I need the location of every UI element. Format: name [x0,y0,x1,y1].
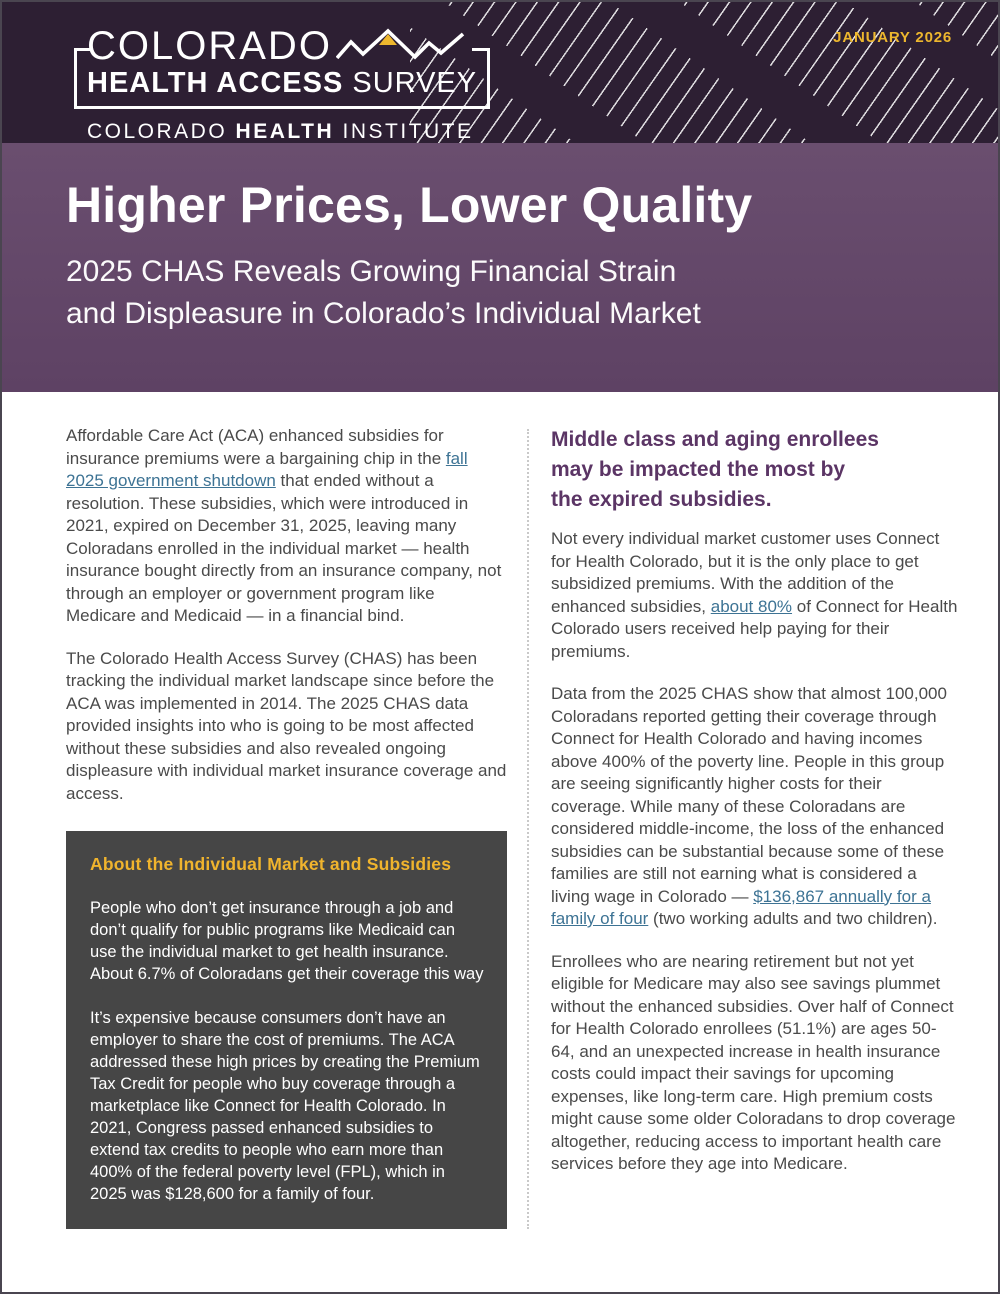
callout-paragraph: People who don’t get insurance through a… [90,899,484,983]
org-bold: HEALTH [235,120,335,143]
logo-frame: COLORADO HEALTH ACCESS SURVEY [74,26,491,110]
text-segment: that ended without a resolution. These s… [66,471,502,625]
colorado-health-institute-wordmark: COLORADO HEALTH INSTITUTE [74,120,490,143]
text-segment: Enrollees who are nearing retirement but… [551,951,956,1174]
section-heading: Middle class and aging enrollees may be i… [551,425,958,515]
paragraph: Enrollees who are nearing retirement but… [551,951,958,1176]
masthead: JANUARY 2026 COLORADO HEALTH ACCESS SURV… [2,2,998,143]
issue-date: JANUARY 2026 [833,29,952,46]
paragraph: The Colorado Health Access Survey (CHAS)… [66,648,507,806]
left-column: Affordable Care Act (ACA) enhanced subsi… [66,425,507,1229]
text-line: Middle class and aging enrollees [551,428,879,451]
logo-health-access-text: HEALTH ACCESS [87,66,344,99]
chas-logo: COLORADO HEALTH ACCESS SURVEY COLORADO H… [74,26,491,143]
article-body: Affordable Care Act (ACA) enhanced subsi… [2,392,998,1289]
report-subtitle: 2025 CHAS Reveals Growing Financial Stra… [66,251,938,335]
text-line: may be impacted the most by [551,458,846,481]
logo-line2: HEALTH ACCESS SURVEY [87,67,477,100]
text-segment: (two working adults and two children). [648,909,938,928]
mountain-zigzag-icon [335,28,465,60]
inline-link[interactable]: about 80% [710,596,793,616]
inline-link[interactable]: $136,867 annually for a family of four [551,886,931,929]
text-line: the expired subsidies. [551,488,772,511]
logo-survey-text: SURVEY [352,66,478,99]
text-segment: Data from the 2025 CHAS show that almost… [551,684,947,906]
title-banner: Higher Prices, Lower Quality 2025 CHAS R… [2,143,998,392]
logo-line1: COLORADO [87,26,477,67]
column-divider-dotted [527,429,529,1229]
callout-box: About the Individual Market and Subsidie… [66,831,507,1229]
paragraph: Affordable Care Act (ACA) enhanced subsi… [66,425,507,628]
report-title: Higher Prices, Lower Quality [66,177,753,233]
org-pre: COLORADO [87,120,228,143]
text-segment: Not every individual market customer use… [551,529,940,616]
callout-paragraph: It’s expensive because consumers don’t h… [90,1009,480,1203]
text-segment: The Colorado Health Access Survey (CHAS)… [66,648,507,803]
paragraph: Not every individual market customer use… [551,528,958,663]
text-segment: of Connect for Health Colorado users rec… [551,596,958,661]
org-post: INSTITUTE [342,120,474,143]
callout-heading: About the Individual Market and Subsidie… [90,854,452,874]
logo-colorado-text: COLORADO [87,24,332,68]
paragraph: Data from the 2025 CHAS show that almost… [551,683,958,931]
right-column: Middle class and aging enrollees may be i… [551,425,958,1229]
text-line: and Displeasure in Colorado’s Individual… [66,297,701,330]
diagonal-stripes-pattern [410,2,998,143]
text-line: 2025 CHAS Reveals Growing Financial Stra… [66,255,677,288]
inline-link[interactable]: fall 2025 government shutdown [66,448,468,491]
text-segment: Affordable Care Act (ACA) enhanced subsi… [66,426,446,468]
